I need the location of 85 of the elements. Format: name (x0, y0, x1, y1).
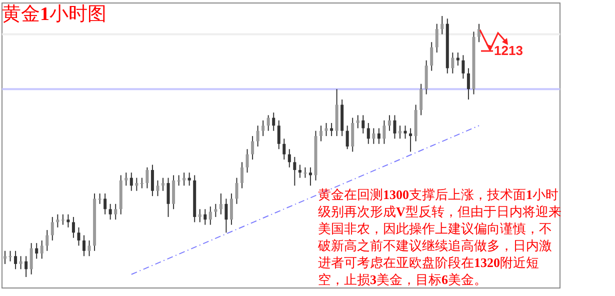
candlestick (166, 177, 170, 218)
candlestick (362, 114, 365, 134)
candlestick (19, 256, 22, 270)
candlestick (324, 122, 328, 137)
candlestick (346, 125, 349, 150)
candlestick (424, 60, 428, 95)
candlestick (135, 177, 138, 192)
candlestick (177, 174, 180, 186)
candlestick (356, 114, 360, 129)
candlestick (466, 68, 470, 100)
candlestick (208, 206, 212, 226)
candlestick (451, 52, 454, 74)
chart-title: 黄金1小时图 (2, 4, 106, 25)
candlestick (172, 174, 176, 210)
candlestick (214, 203, 218, 218)
candlestick (377, 128, 380, 144)
candlestick (456, 52, 460, 66)
candlestick (435, 23, 438, 54)
candlestick (393, 114, 396, 140)
candlestick (277, 120, 280, 150)
candlestick (372, 128, 376, 144)
candlestick (304, 166, 307, 178)
candlestick (272, 112, 276, 132)
candlestick (14, 250, 18, 270)
candlestick (230, 192, 233, 226)
candlestick (182, 172, 186, 186)
candlestick (251, 136, 254, 160)
candlestick (266, 114, 270, 132)
candlestick (46, 230, 49, 252)
candlestick (162, 177, 164, 192)
candlestick (35, 242, 38, 260)
candlestick (124, 172, 128, 186)
candlestick (77, 226, 80, 246)
candlestick (140, 177, 144, 189)
candlestick (235, 177, 238, 204)
candlestick (198, 208, 202, 223)
candlestick (108, 203, 112, 220)
candlestick (478, 23, 480, 43)
candlestick (156, 180, 160, 197)
candlestick (351, 117, 354, 152)
candlestick (24, 256, 28, 278)
candlestick (440, 16, 444, 35)
text: 黄金在回测1300支撑后上涨，技术面1小时级别再次形成V型反转，但由于日内将迎来美国非农，因此操作上建议偏向谨慎，不破新高之前不建议继续追高做多，日内激进者可考虑在亚欧盘阶段在1320附近短空，止损3美金，目标6美金。 (318, 187, 562, 287)
candlestick (308, 166, 312, 186)
candlestick (398, 125, 402, 140)
candlestick (8, 250, 12, 262)
candlestick (219, 192, 222, 215)
candlestick (61, 214, 64, 226)
candlestick (330, 122, 334, 137)
candlestick (320, 125, 322, 142)
candlestick (146, 166, 149, 189)
candlestick (4, 250, 6, 264)
candlestick (66, 214, 70, 228)
candlestick (288, 148, 291, 168)
candlestick (256, 125, 260, 147)
candlestick (382, 120, 386, 144)
candlestick (40, 240, 44, 260)
candlestick (114, 203, 118, 220)
candlestick (56, 214, 60, 228)
candlestick (104, 192, 107, 215)
candlestick (204, 208, 207, 226)
candlestick (409, 128, 412, 152)
candlestick (72, 216, 75, 238)
candlestick (30, 242, 33, 275)
candlestick (430, 42, 434, 72)
candlestick (388, 114, 391, 132)
text: 1213 (494, 43, 523, 58)
candlestick (150, 164, 154, 197)
candlestick (188, 172, 191, 186)
candlestick (98, 192, 102, 204)
candlestick (224, 198, 228, 234)
candlestick (50, 216, 54, 241)
candlestick (298, 164, 302, 178)
candlestick (462, 54, 465, 80)
candlestick (240, 162, 244, 189)
candlestick (404, 125, 407, 140)
candlestick (88, 240, 91, 257)
candlestick (246, 148, 249, 174)
candlestick (420, 83, 423, 116)
candlestick (366, 122, 370, 144)
candlestick (262, 120, 265, 137)
candlestick (82, 234, 86, 257)
candlestick (282, 138, 286, 160)
candlestick (130, 172, 133, 192)
candlestick (293, 156, 296, 186)
